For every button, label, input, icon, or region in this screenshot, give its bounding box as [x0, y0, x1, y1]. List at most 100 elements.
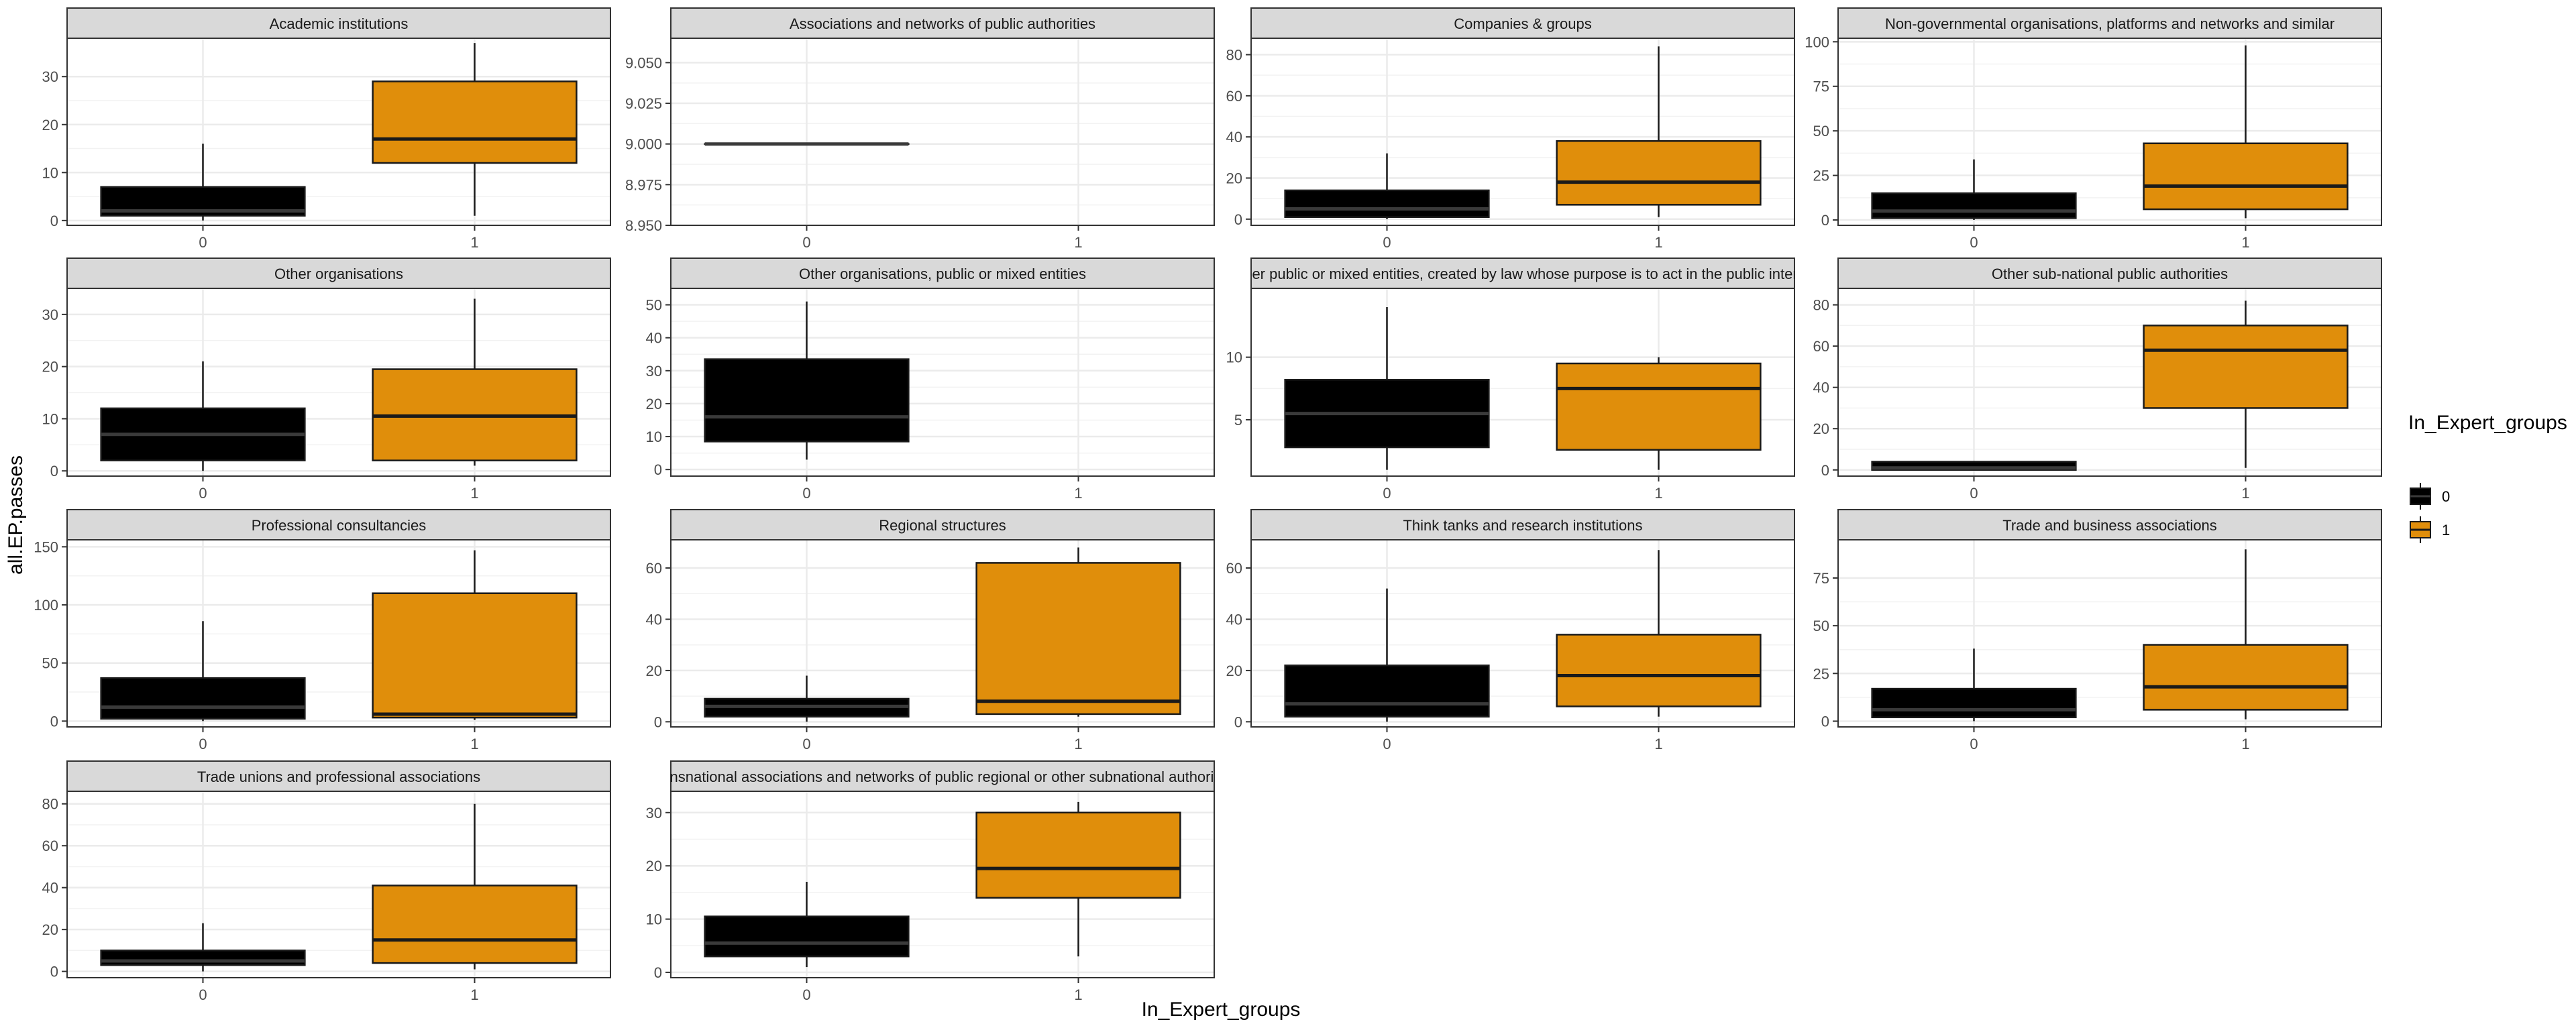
x-tick-label: 0 — [199, 485, 207, 502]
y-tick-label: 10 — [646, 911, 662, 928]
facet-strip — [66, 258, 611, 289]
y-tick-label: 40 — [42, 880, 58, 897]
boxplot-group-0 — [1871, 159, 2077, 221]
boxplot-group-1 — [1556, 550, 1762, 717]
x-tick-label: 0 — [802, 234, 810, 251]
legend-entry-0: 0 — [2410, 483, 2450, 510]
legend-entry-1: 1 — [2410, 516, 2450, 543]
facet-panel-companies-groups: Companies & groups 0 20 40 60 80 0 1 — [1226, 7, 1795, 251]
y-tick-label: 25 — [1813, 168, 1829, 184]
boxplot-group-1 — [2143, 45, 2349, 219]
y-tick-label: 30 — [42, 68, 58, 85]
boxplot-group-1 — [372, 803, 578, 970]
y-tick-label: 80 — [1226, 47, 1242, 64]
facet-strip-title: Other public or mixed entities, created … — [1228, 266, 1817, 282]
y-tick-label: 0 — [654, 461, 662, 478]
box-iqr — [372, 592, 578, 719]
y-tick-label: 8.950 — [625, 217, 662, 234]
y-tick-label: 30 — [646, 363, 662, 380]
y-tick-label: 20 — [646, 663, 662, 679]
panel-border — [1837, 288, 2382, 477]
boxplot-group-0 — [704, 882, 910, 968]
box-iqr — [372, 884, 578, 964]
facet-panel-associations-and-networks-of-public-authorities: Associations and networks of public auth… — [625, 7, 1215, 251]
y-tick-label: 20 — [42, 359, 58, 376]
facet-strip-title: Academic institutions — [270, 15, 409, 32]
box-iqr — [1871, 192, 2077, 219]
y-tick-label: 0 — [50, 213, 58, 229]
facet-strip-title: Think tanks and research institutions — [1403, 517, 1642, 534]
y-tick-label: 20 — [42, 117, 58, 133]
facet-panel-other-organisations-public-or-mixed-entities: Other organisations, public or mixed ent… — [646, 258, 1215, 502]
boxplot-group-1 — [975, 547, 1181, 717]
y-tick-label: 60 — [646, 560, 662, 577]
facet-panel-academic-institutions: Academic institutions 0 10 20 30 0 1 — [42, 7, 611, 251]
y-tick-label: 20 — [42, 921, 58, 938]
y-tick-label: 30 — [646, 805, 662, 821]
facet-strip — [66, 7, 611, 39]
x-tick-label: 1 — [470, 986, 478, 1003]
panel-border — [670, 791, 1215, 978]
boxplot-group-0 — [704, 301, 910, 460]
box-iqr — [1556, 362, 1762, 451]
facet-strip-title: Non-governmental organisations, platform… — [1885, 15, 2334, 32]
y-tick-label: 5 — [1234, 412, 1242, 428]
y-tick-label: 9.050 — [625, 54, 662, 71]
x-tick-label: 1 — [1074, 986, 1082, 1003]
box-iqr — [2143, 142, 2349, 211]
legend: In_Expert_groups 01 — [2408, 412, 2567, 543]
x-tick-label: 1 — [1654, 736, 1662, 752]
y-tick-label: 75 — [1813, 570, 1829, 587]
facet-strip — [670, 258, 1215, 289]
y-tick-label: 50 — [1813, 123, 1829, 139]
y-tick-label: 9.000 — [625, 136, 662, 153]
y-tick-label: 0 — [50, 463, 58, 479]
facet-panel-professional-consultancies: Professional consultancies 0 50 100 150 0 1 — [34, 509, 611, 752]
y-tick-label: 100 — [34, 597, 58, 614]
y-tick-label: 0 — [50, 964, 58, 980]
y-tick-label: 0 — [1821, 212, 1829, 229]
y-tick-label: 0 — [1234, 713, 1242, 730]
panel-border — [1837, 38, 2382, 226]
y-tick-label: 50 — [1813, 618, 1829, 634]
facet-strip — [670, 509, 1215, 540]
boxplot-group-0 — [100, 621, 306, 722]
facet-panel-think-tanks-and-research-institutions: Think tanks and research institutions 0 20… — [1226, 509, 1795, 752]
facet-panel-trade-and-business-associations: Trade and business associations 0 25 50 75 0 1 — [1813, 509, 2382, 752]
y-tick-label: 80 — [42, 796, 58, 813]
facet-strip — [1250, 7, 1795, 39]
x-tick-label: 0 — [1383, 234, 1391, 251]
x-tick-label: 1 — [1074, 234, 1082, 251]
y-tick-label: 0 — [1234, 211, 1242, 228]
x-tick-label: 1 — [1654, 485, 1662, 502]
y-tick-label: 30 — [42, 306, 58, 323]
boxplot-group-0 — [1284, 153, 1490, 219]
panel-border — [66, 38, 611, 226]
box-iqr — [1556, 634, 1762, 707]
y-tick-label: 10 — [646, 428, 662, 445]
boxplot-group-0 — [1284, 307, 1490, 470]
y-tick-label: 150 — [34, 538, 58, 555]
boxplot-group-0 — [100, 361, 306, 471]
y-tick-label: 40 — [646, 330, 662, 347]
facet-strip-title: Associations and networks of public auth… — [790, 15, 1095, 32]
y-tick-label: 75 — [1813, 78, 1829, 95]
x-tick-label: 1 — [2241, 736, 2249, 752]
box-iqr — [1284, 189, 1490, 218]
x-tick-label: 0 — [199, 234, 207, 251]
x-tick-label: 0 — [802, 736, 810, 752]
x-tick-label: 1 — [2241, 234, 2249, 251]
y-tick-label: 0 — [1821, 462, 1829, 479]
y-tick-label: 100 — [1805, 34, 1829, 50]
legend-label: 0 — [2442, 488, 2450, 505]
panel-border — [1837, 539, 2382, 728]
box-iqr — [2143, 325, 2349, 409]
x-tick-label: 0 — [1970, 485, 1978, 502]
panel-background — [671, 38, 1214, 225]
box-iqr — [704, 915, 910, 958]
facet-panel-other-sub-national-public-authorities: Other sub-national public authorities 0 20… — [1813, 258, 2382, 502]
box-iqr — [372, 80, 578, 164]
y-tick-label: 20 — [1813, 420, 1829, 437]
facet-strip — [1837, 7, 2382, 39]
